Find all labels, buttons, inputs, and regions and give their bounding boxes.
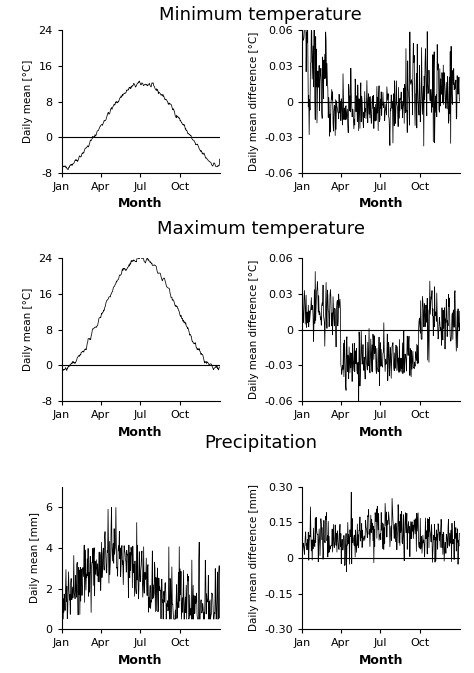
Y-axis label: Daily mean difference [°C]: Daily mean difference [°C] [248, 260, 259, 400]
X-axis label: Month: Month [358, 197, 403, 211]
Y-axis label: Daily mean difference [°C]: Daily mean difference [°C] [248, 32, 259, 171]
Text: Precipitation: Precipitation [204, 434, 317, 452]
Y-axis label: Daily mean [mm]: Daily mean [mm] [30, 512, 40, 604]
Y-axis label: Daily mean [°C]: Daily mean [°C] [23, 60, 33, 143]
Text: Minimum temperature: Minimum temperature [159, 5, 362, 24]
X-axis label: Month: Month [118, 654, 163, 667]
Y-axis label: Daily mean [°C]: Daily mean [°C] [23, 288, 33, 371]
X-axis label: Month: Month [118, 197, 163, 211]
X-axis label: Month: Month [358, 654, 403, 667]
X-axis label: Month: Month [358, 425, 403, 439]
Text: Maximum temperature: Maximum temperature [157, 219, 365, 238]
Y-axis label: Daily mean difference [mm]: Daily mean difference [mm] [248, 485, 259, 631]
X-axis label: Month: Month [118, 425, 163, 439]
